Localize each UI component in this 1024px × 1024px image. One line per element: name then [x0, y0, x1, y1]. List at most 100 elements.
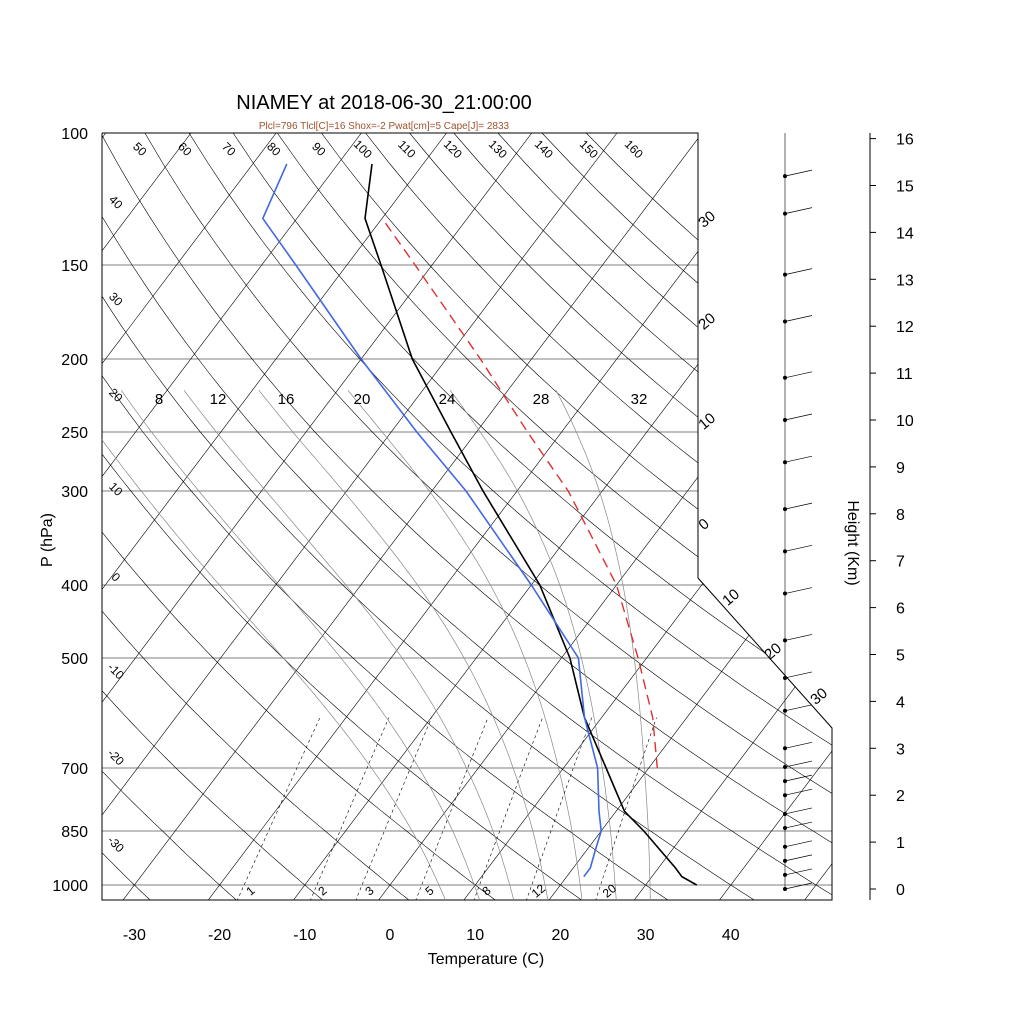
plot-frame — [101, 132, 833, 901]
plot-inner — [102, 133, 832, 900]
wind-barb — [784, 704, 813, 712]
moist-adiabat-label: 16 — [278, 391, 295, 408]
wind-barb — [784, 268, 813, 275]
wind-barb — [784, 774, 813, 782]
height-tick-label: 1 — [896, 835, 905, 852]
wind-barb — [784, 868, 813, 876]
wind-barb — [784, 854, 813, 862]
height-tick-label: 12 — [896, 319, 914, 336]
mixing-ratio-label: 3 — [362, 883, 376, 898]
wind-barb — [784, 169, 813, 177]
pressure-tick-label: 100 — [61, 126, 88, 143]
parcel-profile — [381, 217, 658, 769]
height-tick-label: 2 — [896, 788, 905, 805]
dry-adiabat — [102, 133, 832, 900]
dry-adiabat — [497, 133, 832, 900]
moist-adiabat — [449, 389, 617, 900]
pressure-tick-label: 500 — [61, 651, 88, 668]
moist-adiabat — [120, 389, 481, 900]
left-isotherm-label: 20 — [106, 385, 126, 405]
pressure-tick-label: 150 — [61, 258, 88, 275]
y2-axis-label: Height (Km) — [844, 500, 861, 585]
wind-barb — [784, 544, 813, 552]
isotherm-line — [102, 133, 447, 900]
moist-adiabat — [555, 390, 651, 900]
temperature-tick-label: 20 — [552, 927, 570, 944]
left-isotherm-label: -30 — [105, 833, 127, 855]
wind-barb — [784, 882, 813, 890]
theta-label: 70 — [219, 139, 239, 159]
wind-barb — [784, 788, 813, 796]
mixing-ratio-line — [473, 717, 543, 900]
chart-subtitle: Plcl=796 Tlcl[C]=16 Shox=-2 Pwat[cm]=5 C… — [259, 121, 510, 132]
height-tick-label: 7 — [896, 554, 905, 571]
theta-label: 60 — [175, 139, 195, 159]
wind-barb — [784, 840, 813, 848]
right-isotherm-label: 30 — [695, 208, 719, 232]
pressure-tick-label: 700 — [61, 761, 88, 778]
dry-adiabat — [102, 133, 832, 900]
temperature-tick-label: -10 — [293, 927, 316, 944]
mixing-ratio-line — [595, 717, 657, 900]
pressure-tick-label: 300 — [61, 484, 88, 501]
wind-barb — [784, 671, 813, 679]
dry-adiabat — [102, 133, 238, 900]
isotherm-line — [377, 133, 832, 900]
dry-adiabat — [102, 133, 584, 900]
mixing-ratio-line — [309, 717, 390, 900]
mixing-ratio-line — [525, 717, 593, 900]
height-tick-label: 16 — [896, 132, 914, 149]
mixing-ratio-label: 1 — [243, 883, 257, 898]
isotherm-line — [547, 133, 832, 900]
theta-label: 120 — [441, 137, 465, 161]
isotherm-line — [462, 133, 832, 900]
left-isotherm-label: -10 — [105, 660, 127, 682]
dry-adiabat — [321, 133, 832, 900]
theta-label: 50 — [130, 139, 150, 159]
x-axis-label: Temperature (C) — [428, 951, 544, 968]
dry-adiabat — [102, 133, 757, 900]
wind-barb — [784, 455, 813, 463]
moist-adiabat-label: 20 — [354, 391, 371, 408]
moist-adiabat — [183, 389, 515, 900]
temperature-tick-label: 0 — [386, 927, 395, 944]
height-tick-label: 8 — [896, 507, 905, 524]
wind-barb — [784, 741, 813, 749]
isotherm-line — [207, 133, 788, 900]
moist-adiabat — [347, 389, 583, 900]
moist-adiabat-label: 12 — [210, 391, 227, 408]
left-isotherm-label: 40 — [106, 192, 126, 212]
height-tick-label: 15 — [896, 179, 914, 196]
theta-label: 110 — [395, 137, 419, 161]
moist-adiabat-label: 28 — [533, 391, 550, 408]
mixing-ratio-label: 2 — [315, 883, 329, 898]
pressure-tick-label: 850 — [61, 824, 88, 841]
temperature-profile — [364, 163, 698, 886]
wind-barb — [784, 371, 813, 379]
right-isotherm-label: 10 — [695, 410, 719, 434]
height-tick-label: 9 — [896, 460, 905, 477]
left-isotherm-label: 0 — [109, 570, 124, 585]
height-tick-label: 14 — [896, 225, 914, 242]
mixing-ratio-line — [415, 717, 489, 900]
left-isotherm-label: 10 — [106, 479, 126, 499]
isotherm-line — [633, 133, 832, 900]
dry-adiabat — [188, 133, 832, 900]
mixing-ratio-label: 12 — [529, 881, 548, 901]
isotherm-line — [718, 133, 832, 900]
height-tick-label: 3 — [896, 741, 905, 758]
pressure-tick-label: 400 — [61, 578, 88, 595]
temperature-tick-label: 40 — [722, 927, 740, 944]
moist-adiabat-label: 24 — [439, 391, 456, 408]
wind-barb — [784, 413, 813, 421]
height-tick-label: 4 — [896, 694, 905, 711]
wind-barb-column — [783, 133, 813, 891]
sounding-profiles — [261, 163, 698, 886]
dry-adiabat — [409, 133, 832, 900]
chart-title: NIAMEY at 2018-06-30_21:00:00 — [236, 92, 531, 114]
mixing-ratio-line — [355, 717, 432, 900]
theta-label: 140 — [532, 137, 556, 161]
dry-adiabat — [144, 133, 832, 900]
dry-adiabat — [453, 133, 832, 900]
